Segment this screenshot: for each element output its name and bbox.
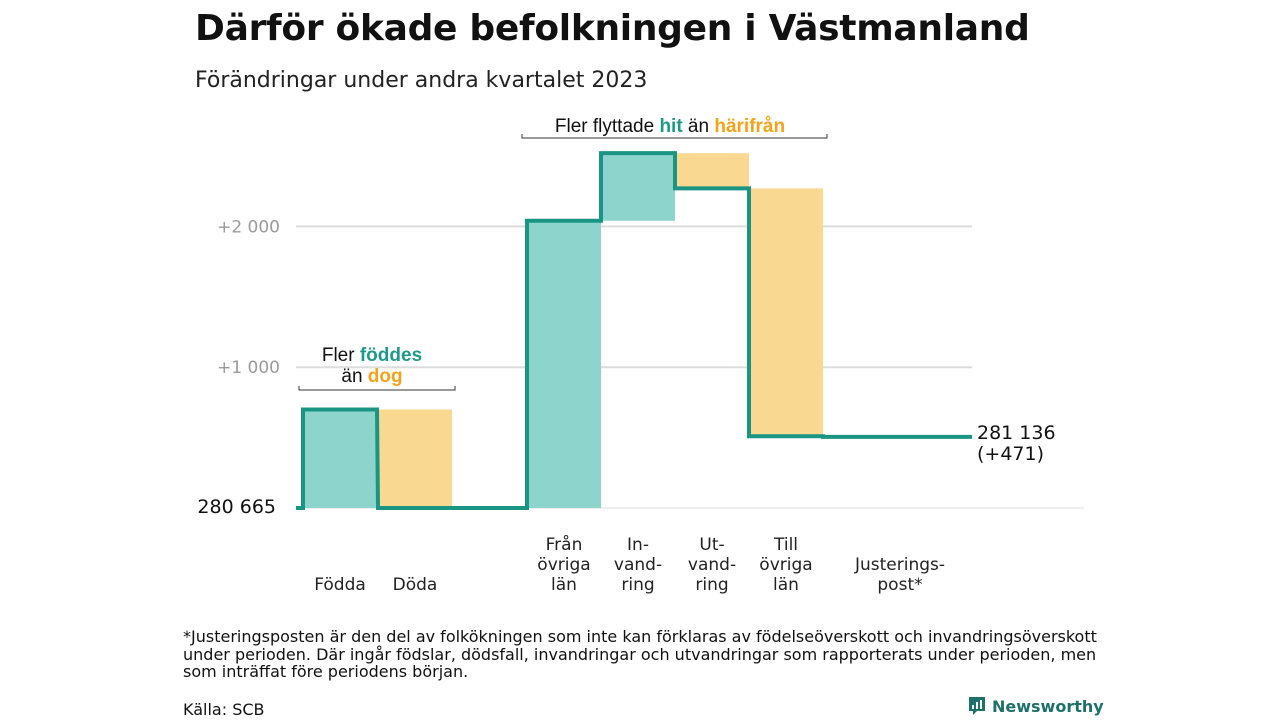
chart-subtitle: Förändringar under andra kvartalet 2023: [195, 68, 648, 93]
y-tick-label: +2 000: [217, 217, 280, 237]
category-label: Justerings-post*: [854, 555, 945, 595]
annotation-text: än dog: [341, 366, 402, 387]
category-label: Döda: [393, 575, 438, 595]
bar-chart-icon: [969, 697, 985, 715]
waterfall-bar: [303, 409, 377, 508]
footnote: *Justeringsposten är den del av folkökni…: [183, 627, 1097, 681]
waterfall-bar: [601, 153, 675, 221]
category-label: Till övriga län: [759, 535, 812, 595]
annotation-bracket: [521, 134, 828, 139]
start-value-label: 280 665: [197, 496, 276, 518]
annotation-text: Fler flyttade hit än härifrån: [555, 116, 785, 137]
y-tick-label: +1 000: [217, 358, 280, 378]
waterfall-bar: [749, 188, 823, 437]
category-label: Ut-vand-ring: [688, 535, 736, 595]
category-label: In-vand-ring: [614, 535, 662, 595]
end-change-label: (+471): [977, 443, 1044, 465]
brand-logo: Newsworthy: [968, 696, 1104, 716]
annotation-bracket: [298, 386, 456, 391]
cumulative-step-line: [296, 151, 972, 510]
source-label: Källa: SCB: [183, 700, 265, 719]
annotation-text: Fler föddes: [322, 345, 422, 366]
end-value-label: 281 136: [977, 422, 1056, 444]
waterfall-bar: [378, 409, 452, 508]
waterfall-bar: [675, 153, 749, 189]
category-label: Från övriga län: [537, 534, 590, 595]
waterfall-bar: [527, 220, 601, 508]
chart-title: Därför ökade befolkningen i Västmanland: [195, 8, 1030, 49]
category-label: Födda: [314, 575, 366, 595]
brand-name: Newsworthy: [992, 696, 1104, 716]
